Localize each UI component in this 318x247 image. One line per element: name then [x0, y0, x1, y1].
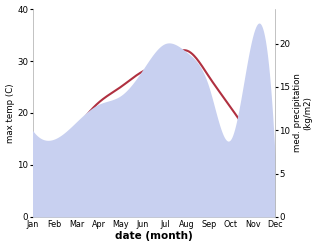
X-axis label: date (month): date (month)	[115, 231, 193, 242]
Y-axis label: med. precipitation
(kg/m2): med. precipitation (kg/m2)	[293, 74, 313, 152]
Y-axis label: max temp (C): max temp (C)	[5, 83, 15, 143]
